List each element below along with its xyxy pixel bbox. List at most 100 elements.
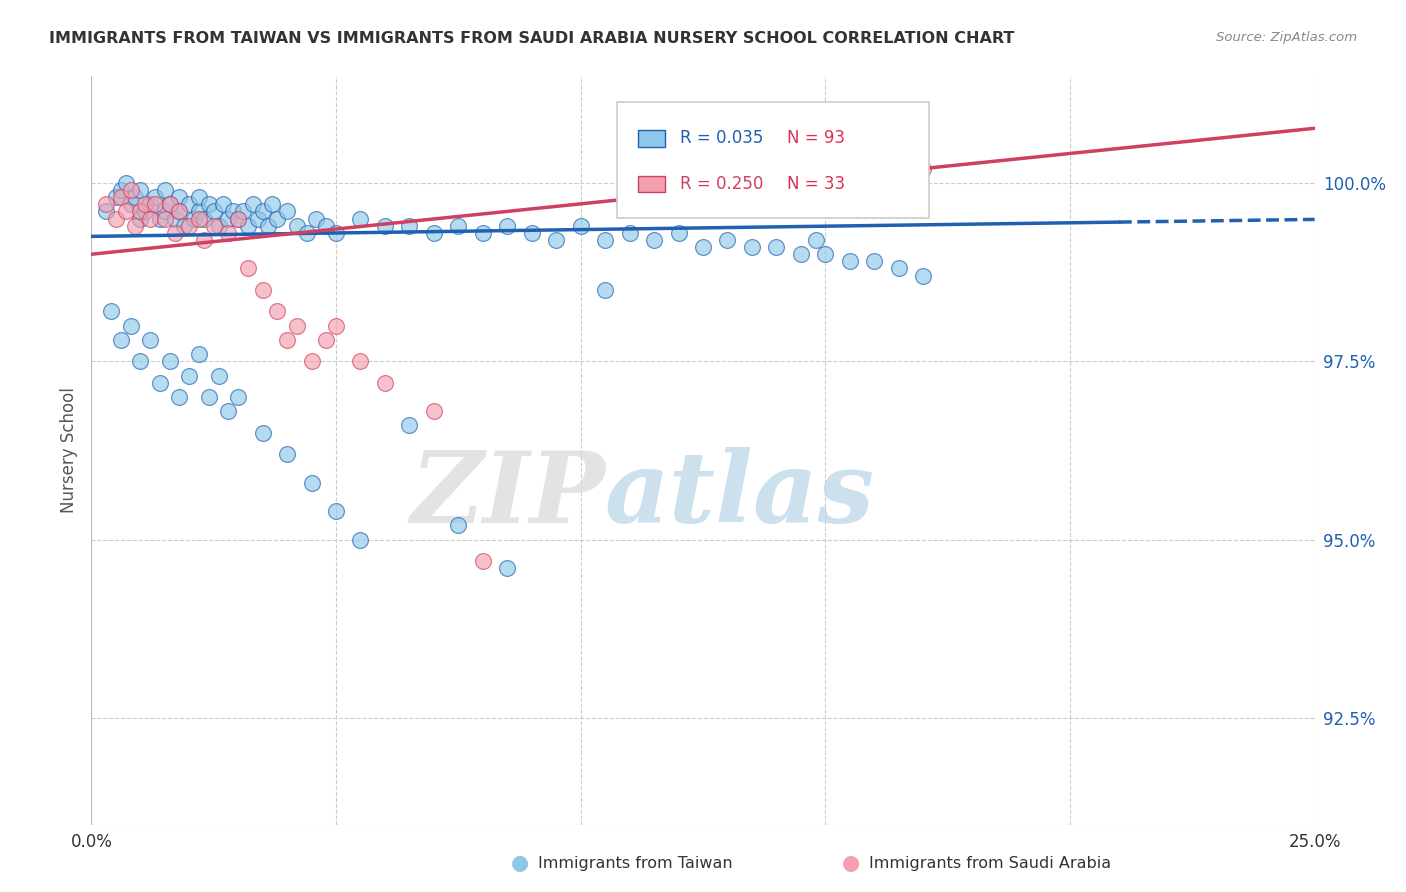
Point <box>120 318 142 333</box>
Point <box>129 183 152 197</box>
Point <box>169 204 191 219</box>
Point <box>325 226 347 240</box>
Point <box>100 304 122 318</box>
Text: N = 33: N = 33 <box>787 175 845 193</box>
Point <box>124 190 146 204</box>
Point <box>179 197 201 211</box>
Text: ●: ● <box>512 854 529 873</box>
Point <box>471 554 494 568</box>
Point <box>153 211 176 226</box>
Point <box>104 190 127 204</box>
Point <box>496 561 519 575</box>
Point <box>232 204 254 219</box>
Point <box>169 204 191 219</box>
Point <box>252 204 274 219</box>
Point <box>188 190 211 204</box>
Point <box>315 333 337 347</box>
Point <box>668 226 690 240</box>
Point <box>159 354 181 368</box>
Point <box>349 211 371 226</box>
Point <box>252 283 274 297</box>
Point <box>183 211 205 226</box>
Point <box>569 219 592 233</box>
Point <box>496 219 519 233</box>
Point <box>447 219 470 233</box>
Point <box>325 504 347 518</box>
Point <box>129 354 152 368</box>
Point <box>207 219 229 233</box>
Point <box>129 211 152 226</box>
Point <box>790 247 813 261</box>
Point <box>349 533 371 547</box>
Point <box>398 418 420 433</box>
Point <box>814 247 837 261</box>
Point <box>256 219 278 233</box>
Text: Source: ZipAtlas.com: Source: ZipAtlas.com <box>1216 31 1357 45</box>
Point <box>716 233 738 247</box>
FancyBboxPatch shape <box>617 102 929 219</box>
Point <box>149 211 172 226</box>
Point <box>139 333 162 347</box>
Point <box>163 226 186 240</box>
Point <box>217 404 239 418</box>
Point <box>236 261 259 276</box>
Text: R = 0.035: R = 0.035 <box>679 129 763 147</box>
Point <box>188 204 211 219</box>
Point <box>246 211 269 226</box>
Point <box>692 240 714 254</box>
Point <box>349 354 371 368</box>
Point <box>120 183 142 197</box>
Point <box>217 211 239 226</box>
Text: R = 0.250: R = 0.250 <box>679 175 763 193</box>
Point <box>198 390 221 404</box>
Point <box>276 204 298 219</box>
Point <box>301 354 323 368</box>
Point <box>94 204 117 219</box>
Point <box>266 304 288 318</box>
Point <box>276 333 298 347</box>
Point <box>804 233 827 247</box>
Point <box>912 161 935 176</box>
Point <box>212 197 235 211</box>
Point <box>236 219 259 233</box>
Point <box>863 254 886 268</box>
Point <box>242 197 264 211</box>
Point <box>134 197 156 211</box>
Point <box>741 240 763 254</box>
Point <box>134 204 156 219</box>
Point <box>143 197 166 211</box>
Point <box>179 219 201 233</box>
Point <box>139 211 162 226</box>
Point <box>104 211 127 226</box>
Point <box>110 333 132 347</box>
Point <box>374 219 396 233</box>
Point <box>179 368 201 383</box>
Text: N = 93: N = 93 <box>787 129 845 147</box>
Point <box>114 204 136 219</box>
Point <box>315 219 337 233</box>
Point <box>159 197 181 211</box>
Point <box>188 211 211 226</box>
Point <box>285 219 308 233</box>
Point <box>202 204 225 219</box>
Point <box>217 226 239 240</box>
Point <box>188 347 211 361</box>
Point <box>546 233 568 247</box>
Point <box>173 219 195 233</box>
Point <box>301 475 323 490</box>
Point <box>226 390 249 404</box>
Point <box>276 447 298 461</box>
Point <box>207 368 229 383</box>
Point <box>169 390 191 404</box>
Point <box>447 518 470 533</box>
Point <box>149 376 172 390</box>
Point <box>295 226 318 240</box>
Point <box>593 233 616 247</box>
Point <box>887 261 910 276</box>
Point <box>198 197 221 211</box>
Text: atlas: atlas <box>605 447 875 543</box>
FancyBboxPatch shape <box>638 130 665 146</box>
Point <box>266 211 288 226</box>
Point <box>110 190 132 204</box>
Text: Immigrants from Saudi Arabia: Immigrants from Saudi Arabia <box>869 856 1111 871</box>
